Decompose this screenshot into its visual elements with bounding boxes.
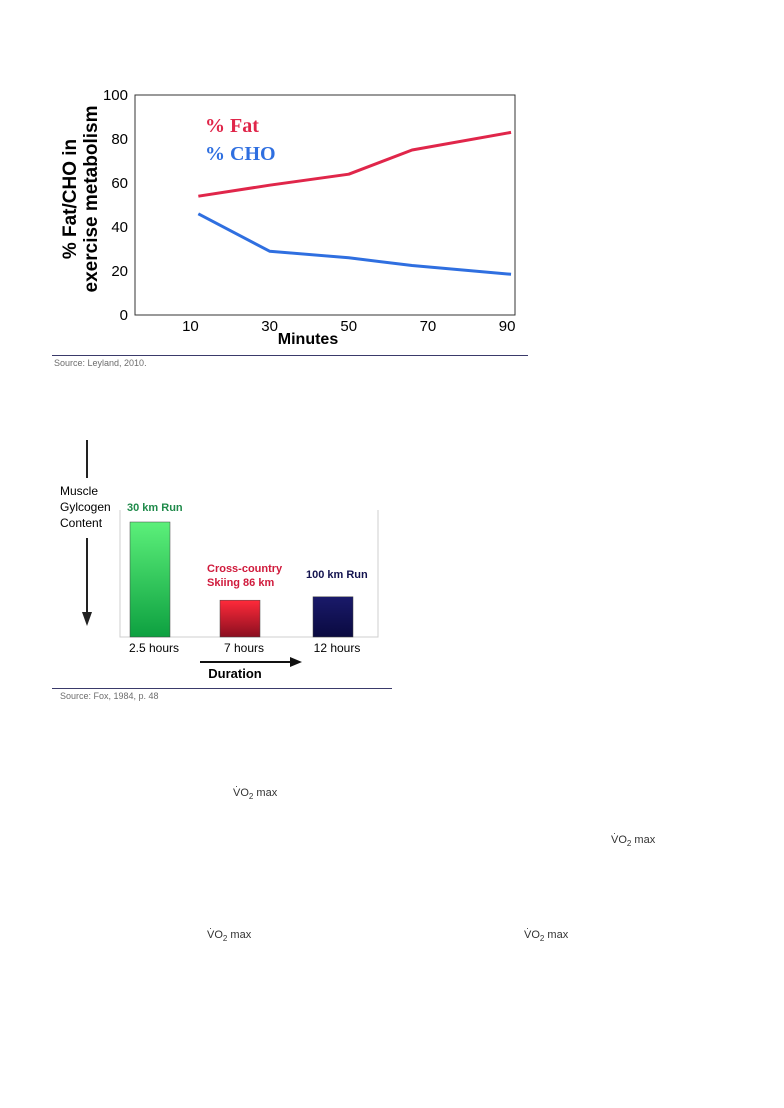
vo2-max-label: · VO2 max: [233, 781, 278, 802]
y-tick-label: 100: [103, 87, 128, 104]
bar: [312, 596, 354, 638]
figure1-rule: [52, 355, 528, 356]
y-axis-label-line1: % Fat/CHO in: [60, 139, 81, 259]
glycogen-chart: Muscle Gylcogen Content 30 km Run Cross-…: [55, 440, 379, 681]
y-tick-labels: 0 20 40 60 80 100: [103, 87, 128, 324]
bar-label-30km: 30 km Run: [127, 502, 183, 514]
category-label: 12 hours: [314, 641, 361, 655]
y-tick-label: 0: [120, 307, 128, 324]
y-tick-label: 40: [111, 219, 128, 236]
y-label-line3: Content: [60, 516, 103, 530]
x-axis-label: Duration: [208, 666, 262, 681]
vo2-max-label: · VO2 max: [524, 923, 569, 944]
bar-label-skiing-line2: Skiing 86 km: [207, 577, 274, 589]
series-line-cho: [197, 212, 512, 276]
fat-cho-chart: % Fat/CHO in exercise metabolism 0 20 40 60…: [60, 87, 516, 348]
y-axis-label-line2: exercise metabolism: [81, 106, 102, 293]
y-tick-label: 80: [111, 131, 128, 148]
category-label: 7 hours: [224, 641, 264, 655]
legend-cho: % CHO: [205, 143, 276, 165]
x-tick-label: 70: [420, 318, 437, 335]
vo2-max-label: · VO2 max: [611, 828, 656, 849]
figure2-rule: [52, 688, 392, 689]
category-labels: 2.5 hours 7 hours 12 hours: [129, 641, 360, 655]
figure2-source: Source: Fox, 1984, p. 48: [60, 691, 159, 701]
y-tick-label: 60: [111, 175, 128, 192]
category-label: 2.5 hours: [129, 641, 179, 655]
x-tick-labels: 10 30 50 70 90: [182, 318, 515, 335]
y-arrow-head: [82, 612, 92, 626]
y-label-box: [55, 478, 120, 538]
series-line-fat: [198, 130, 512, 198]
x-tick-label: 30: [261, 318, 278, 335]
plot-frame: [134, 94, 516, 316]
legend-fat: % Fat: [205, 115, 259, 137]
bars: [129, 521, 354, 638]
x-arrow-head: [290, 657, 302, 667]
y-tick-label: 20: [111, 263, 128, 280]
vo2-max-label: · VO2 max: [207, 923, 252, 944]
bar-label-100km: 100 km Run: [306, 569, 368, 581]
y-label-line2: Gylcogen: [60, 500, 111, 514]
x-tick-label: 50: [340, 318, 357, 335]
figure1-source: Source: Leyland, 2010.: [54, 358, 147, 368]
bar-label-skiing-line1: Cross-country: [207, 563, 283, 575]
series-lines: [197, 130, 512, 276]
bar: [129, 521, 171, 638]
y-label-line1: Muscle: [60, 484, 98, 498]
bar: [219, 599, 261, 638]
x-tick-label: 90: [499, 318, 516, 335]
x-axis-label: Minutes: [278, 331, 339, 348]
x-tick-label: 10: [182, 318, 199, 335]
bar-label-box-skiing: [203, 558, 289, 592]
